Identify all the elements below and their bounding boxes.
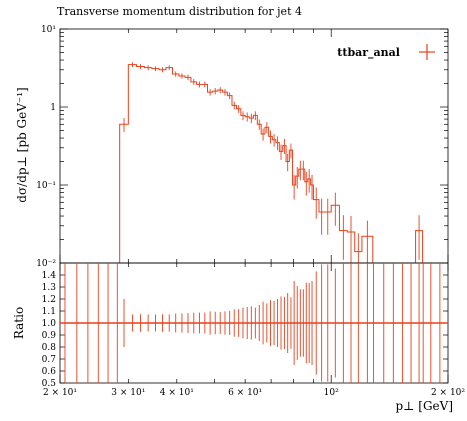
ratio-tick-label: 1.4 [42,271,57,281]
legend-label: ttbar_anal [337,46,400,60]
ratio-tick-label: 1.0 [42,319,57,329]
ratio-tick-label: 0.9 [42,331,57,341]
ratio-panel: 2 × 10¹ 3 × 10¹ 4 × 10¹ 6 × 10¹ 10² 2 × 10² 0.… [42,262,465,398]
y-tick-label: 10⁻¹ [36,181,56,191]
main-panel: 10¹ 1 10⁻¹ 10⁻² [36,25,449,269]
y-tick-label: 10⁻² [36,259,56,269]
x-tick-label: 3 × 10¹ [111,388,145,398]
ratio-tick-label: 1.2 [42,295,56,305]
x-tick-label: 4 × 10¹ [160,388,194,398]
x-tick-label: 10² [324,388,339,398]
ratio-axis-label: Ratio [12,307,26,339]
ratio-tick-label: 0.6 [42,367,57,377]
x-tick-label: 6 × 10¹ [228,388,262,398]
legend: ttbar_anal [337,44,435,60]
histogram-series [119,62,424,263]
y-tick-label: 10¹ [41,25,56,35]
main-plot-frame [59,28,449,264]
y-axis-label: dσ/dp⊥ [pb GeV⁻¹] [15,87,29,202]
y-tick-label: 1 [50,103,56,113]
x-tick-label: 2 × 10¹ [43,388,77,398]
ratio-error-bars [64,263,441,383]
chart-title: Transverse momentum distribution for jet… [57,5,302,18]
ratio-tick-label: 1.3 [42,283,57,293]
ratio-tick-label: 0.7 [42,355,57,365]
x-axis-label: p⊥ [GeV] [396,399,454,413]
ratio-tick-label: 0.5 [42,379,57,389]
histogram-step-line [119,64,424,263]
ratio-tick-label: 1.1 [42,307,56,317]
x-tick-label: 2 × 10² [431,388,465,398]
ratio-tick-label: 0.8 [42,343,57,353]
